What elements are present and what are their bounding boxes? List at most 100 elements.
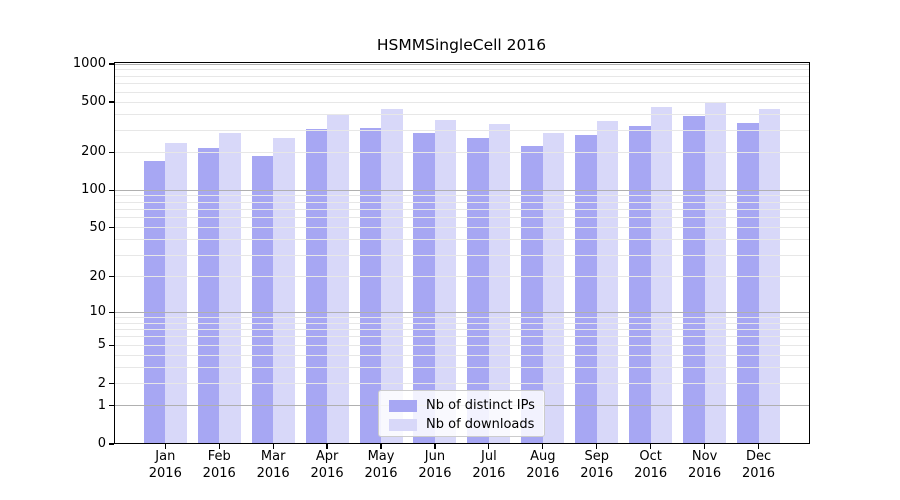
x-axis-label-year: 2016 <box>741 465 776 481</box>
bar-distinct-ips-aug <box>521 145 543 444</box>
x-axis-label-year: 2016 <box>688 465 722 481</box>
y-axis-label: 200 <box>81 144 106 160</box>
x-axis-label-month: Dec <box>745 449 772 464</box>
minor-gridline <box>114 254 810 256</box>
minor-gridline <box>114 383 810 385</box>
y-axis-tick <box>109 275 114 278</box>
legend: Nb of distinct IPs Nb of downloads <box>378 390 545 437</box>
x-axis-label: Aug 2016 <box>515 449 571 483</box>
x-axis-label-month: May <box>367 449 395 464</box>
x-axis-label-month: Jan <box>155 449 176 464</box>
x-axis-label-month: Jun <box>424 449 446 464</box>
bar-downloads-jul <box>488 123 511 444</box>
y-axis-label: 20 <box>89 268 106 284</box>
x-axis-label-year: 2016 <box>634 465 668 481</box>
x-axis-label-month: Sep <box>584 449 609 464</box>
y-axis-tick <box>109 443 114 445</box>
y-axis-tick <box>109 311 114 313</box>
minor-gridline <box>114 129 810 131</box>
y-axis-tick <box>109 151 114 153</box>
x-axis-label-year: 2016 <box>364 465 398 481</box>
major-gridline <box>114 63 810 65</box>
bar-distinct-ips-sep <box>575 134 597 444</box>
x-axis-tick <box>542 444 544 449</box>
minor-gridline <box>114 83 810 85</box>
y-axis-tick <box>109 344 114 347</box>
minor-gridline <box>114 367 810 369</box>
y-axis-label: 50 <box>89 219 106 235</box>
bar-distinct-ips-jun <box>413 132 435 444</box>
x-axis-label-year: 2016 <box>472 465 506 481</box>
x-axis-label: Mar 2016 <box>245 449 301 483</box>
x-axis-label: Dec 2016 <box>731 449 787 483</box>
y-axis-label: 2 <box>97 375 106 391</box>
legend-item-distinct-ips: Nb of distinct IPs <box>389 396 538 415</box>
x-axis-label-year: 2016 <box>526 465 560 481</box>
x-axis-label: Oct 2016 <box>623 449 679 483</box>
bar-distinct-ips-apr <box>305 129 328 444</box>
x-axis-label-month: Oct <box>639 449 662 464</box>
x-axis-label-year: 2016 <box>202 465 236 481</box>
legend-label-distinct-ips: Nb of distinct IPs <box>426 398 535 413</box>
bar-distinct-ips-oct <box>629 125 651 444</box>
legend-swatch-downloads-icon <box>389 418 417 431</box>
x-axis-label: May 2016 <box>353 449 409 483</box>
minor-gridline <box>114 101 810 103</box>
bar-downloads-jan <box>165 143 187 444</box>
x-axis-tick <box>704 444 706 449</box>
x-axis-tick <box>380 444 382 449</box>
x-axis-label-month: Mar <box>260 449 286 464</box>
bar-downloads-sep <box>596 120 619 444</box>
minor-gridline <box>114 329 810 331</box>
y-axis-tick <box>109 382 114 385</box>
x-axis-label-month: Jul <box>481 449 497 464</box>
x-axis-label-year: 2016 <box>418 465 452 481</box>
minor-gridline <box>114 227 810 229</box>
x-axis-label-year: 2016 <box>256 465 290 481</box>
minor-gridline <box>114 336 810 338</box>
x-axis-tick <box>434 444 436 449</box>
bar-distinct-ips-dec <box>737 123 759 444</box>
bar-distinct-ips-feb <box>197 148 220 444</box>
y-axis-tick <box>109 227 114 229</box>
x-axis-label-year: 2016 <box>310 465 344 481</box>
y-axis-label: 500 <box>81 94 106 110</box>
minor-gridline <box>114 316 810 318</box>
minor-gridline <box>114 239 810 241</box>
bar-distinct-ips-may <box>359 127 382 444</box>
minor-gridline <box>114 344 810 346</box>
x-axis-tick <box>326 444 328 449</box>
bar-downloads-apr <box>327 113 349 444</box>
x-axis-label: Nov 2016 <box>677 449 733 483</box>
bar-downloads-jun <box>434 119 457 444</box>
minor-gridline <box>114 354 810 356</box>
minor-gridline <box>114 75 810 77</box>
bar-downloads-oct <box>650 107 673 444</box>
minor-gridline <box>114 91 810 93</box>
minor-gridline <box>114 113 810 115</box>
legend-item-downloads: Nb of downloads <box>389 415 538 434</box>
y-axis-tick <box>109 405 114 407</box>
x-axis-label: Jun 2016 <box>407 449 463 483</box>
x-axis-tick <box>488 444 490 449</box>
x-axis-tick <box>218 444 220 449</box>
minor-gridline <box>114 322 810 324</box>
x-axis-label-year: 2016 <box>148 465 182 481</box>
bar-downloads-mar <box>273 137 295 444</box>
minor-gridline <box>114 217 810 219</box>
x-axis-tick <box>650 444 652 449</box>
chart-title: HSMMSingleCell 2016 <box>376 36 547 54</box>
bar-distinct-ips-nov <box>683 115 705 444</box>
bar-downloads-nov <box>704 101 727 444</box>
bar-downloads-aug <box>542 132 565 444</box>
x-axis-label: Jan 2016 <box>137 449 193 483</box>
major-gridline <box>114 189 810 191</box>
minor-gridline <box>114 151 810 153</box>
y-axis-label: 1 <box>97 397 106 413</box>
y-axis-tick <box>109 101 114 103</box>
x-axis-label-month: Feb <box>207 449 231 464</box>
minor-gridline <box>114 276 810 278</box>
y-axis-label: 5 <box>97 337 106 353</box>
y-axis-label: 0 <box>97 436 106 451</box>
